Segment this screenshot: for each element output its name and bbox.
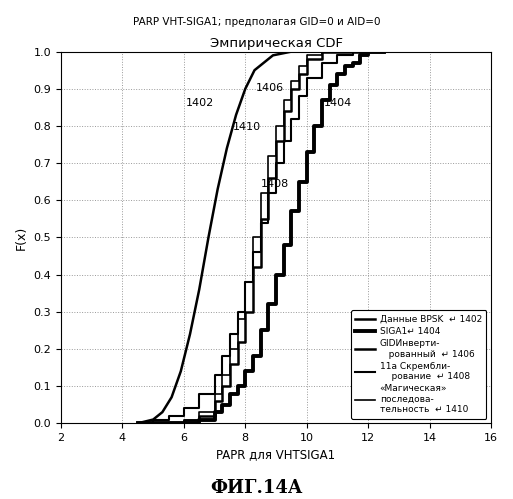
X-axis label: PAPR для VHTSIGA1: PAPR для VHTSIGA1	[216, 449, 336, 462]
Text: 1404: 1404	[324, 97, 352, 107]
Legend: Данные BPSK  ↵ 1402, SIGA1↵ 1404, GIDИнверти-
   рованный  ↵ 1406, 11a Скрембли-: Данные BPSK ↵ 1402, SIGA1↵ 1404, GIDИнве…	[351, 310, 486, 419]
Text: 1406: 1406	[256, 83, 284, 93]
Y-axis label: F(x): F(x)	[15, 226, 28, 250]
Title: Эмпирическая CDF: Эмпирическая CDF	[209, 37, 343, 50]
Text: PARP VHT-SIGA1; предполагая GID=0 и AID=0: PARP VHT-SIGA1; предполагая GID=0 и AID=…	[133, 17, 380, 27]
Text: 1410: 1410	[233, 122, 261, 132]
Text: 1408: 1408	[261, 179, 289, 189]
Text: ФИГ.14А: ФИГ.14А	[210, 479, 303, 497]
Text: 1402: 1402	[185, 97, 213, 107]
